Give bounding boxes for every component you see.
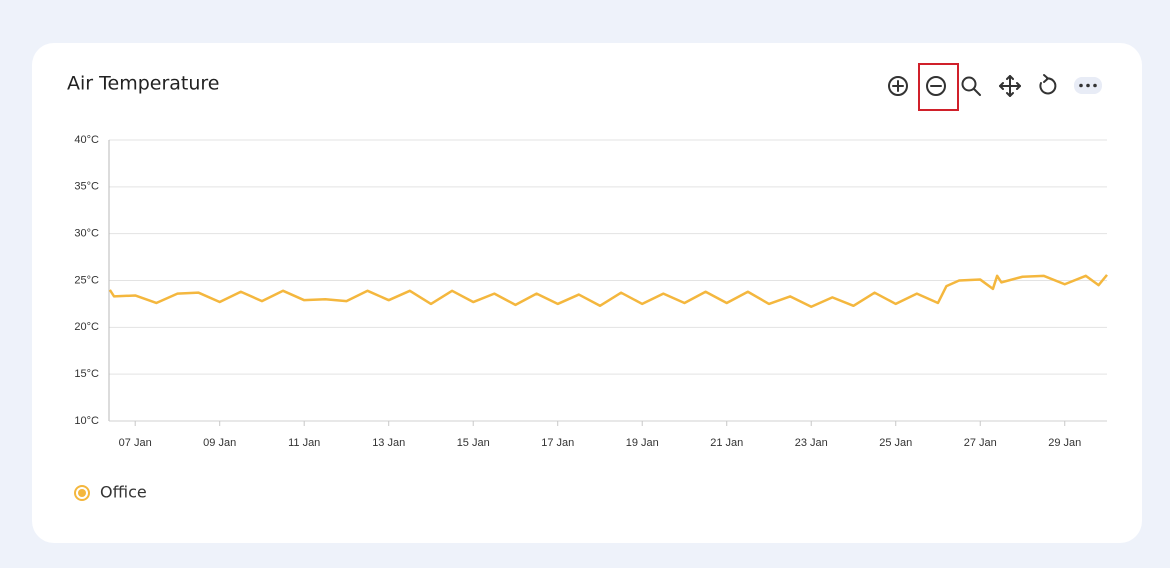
zoom-out-button[interactable] [926, 76, 946, 96]
y-tick-label: 25°C [74, 274, 99, 286]
chart-title: Air Temperature [67, 73, 219, 95]
x-tick-label: 17 Jan [541, 437, 574, 449]
x-tick-label: 21 Jan [710, 437, 743, 449]
zoom-in-button[interactable] [888, 76, 908, 96]
y-tick-label: 40°C [74, 134, 99, 146]
pan-button[interactable] [999, 75, 1021, 97]
y-tick-label: 10°C [74, 415, 99, 427]
highlight-box [918, 63, 959, 111]
legend-item[interactable]: Office [74, 483, 147, 502]
toolbar [888, 63, 1102, 111]
x-tick-label: 15 Jan [457, 437, 490, 449]
legend-marker-dot [78, 489, 86, 497]
reset-button[interactable] [1039, 74, 1057, 95]
x-tick-label: 27 Jan [964, 437, 997, 449]
y-tick-label: 35°C [74, 181, 99, 193]
menu-button[interactable] [1074, 77, 1102, 94]
x-tick-label: 07 Jan [119, 437, 152, 449]
legend-label: Office [100, 483, 147, 502]
x-tick-label: 09 Jan [203, 437, 236, 449]
chart-card [32, 43, 1142, 543]
x-tick-label: 13 Jan [372, 437, 405, 449]
x-tick-label: 11 Jan [288, 437, 320, 449]
y-tick-label: 20°C [74, 321, 99, 333]
x-tick-label: 25 Jan [879, 437, 912, 449]
x-tick-label: 19 Jan [626, 437, 659, 449]
x-tick-label: 23 Jan [795, 437, 828, 449]
x-tick-label: 29 Jan [1048, 437, 1081, 449]
y-tick-label: 15°C [74, 368, 99, 380]
data-line [108, 274, 1108, 308]
y-tick-label: 30°C [74, 228, 99, 240]
zoom-select-button[interactable] [961, 76, 981, 96]
